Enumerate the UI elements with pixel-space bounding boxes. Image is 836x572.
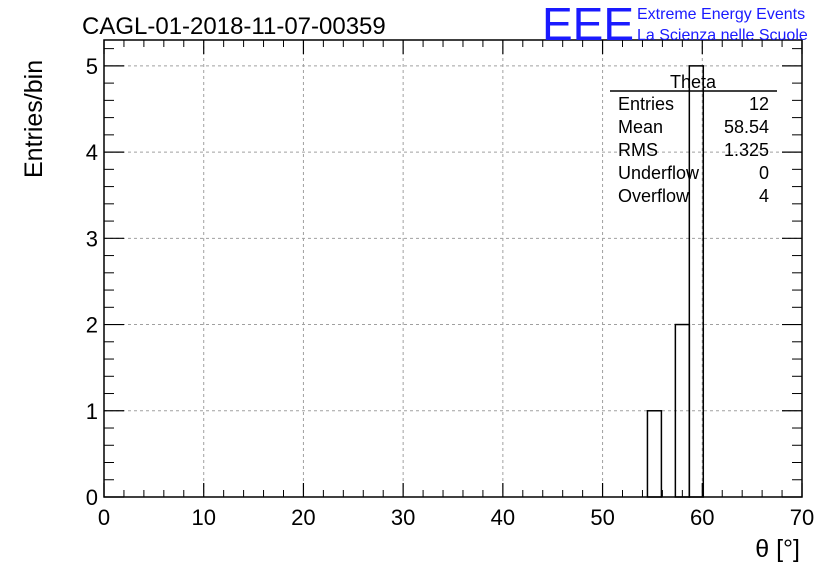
- x-tick-label: 40: [491, 505, 515, 530]
- grid-layer: [104, 40, 802, 497]
- y-tick-label: 3: [86, 226, 98, 251]
- x-tick-label: 60: [690, 505, 714, 530]
- stats-label-overflow: Overflow: [618, 186, 690, 206]
- y-tick-label: 5: [86, 54, 98, 79]
- x-axis-label: θ [°]: [755, 535, 800, 563]
- histogram-bar: [688, 65, 705, 498]
- stats-value-rms: 1.325: [724, 140, 769, 160]
- stats-label-entries: Entries: [618, 94, 674, 114]
- stats-value-mean: 58.54: [724, 117, 769, 137]
- x-tick-label: 50: [590, 505, 614, 530]
- y-axis-label: Entries/bin: [20, 60, 48, 178]
- y-tick-label: 1: [86, 399, 98, 424]
- eee-logo: EEE Extreme Energy Events La Scienza nel…: [542, 0, 808, 50]
- histogram-bar: [646, 410, 663, 498]
- stats-label-rms: RMS: [618, 140, 658, 160]
- y-tick-label: 4: [86, 140, 98, 165]
- x-tick-label: 70: [790, 505, 814, 530]
- x-tick-label: 20: [291, 505, 315, 530]
- stats-title: Theta: [670, 72, 717, 92]
- stats-label-underflow: Underflow: [618, 163, 700, 183]
- stats-value-underflow: 0: [759, 163, 769, 183]
- x-tick-label: 0: [98, 505, 110, 530]
- stats-value-entries: 12: [749, 94, 769, 114]
- eee-logo-mark: EEE: [542, 0, 634, 50]
- y-tick-label: 2: [86, 313, 98, 338]
- chart-title: CAGL-01-2018-11-07-00359: [82, 13, 386, 40]
- y-tick-label: 0: [86, 485, 98, 510]
- eee-logo-line1: Extreme Energy Events: [637, 6, 805, 23]
- x-tick-label: 10: [191, 505, 215, 530]
- stats-box: Theta Entries 12 Mean 58.54 RMS 1.325 Un…: [610, 72, 777, 206]
- stats-label-mean: Mean: [618, 117, 663, 137]
- x-tick-label: 30: [391, 505, 415, 530]
- plot-frame: [103, 39, 803, 498]
- stats-value-overflow: 4: [759, 186, 769, 206]
- eee-logo-line2: La Scienza nelle Scuole: [637, 27, 808, 44]
